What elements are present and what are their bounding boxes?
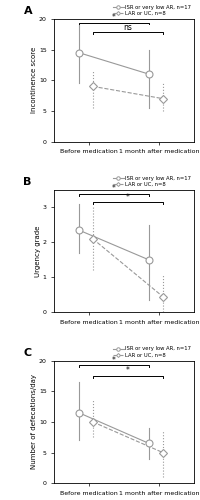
Y-axis label: Urgency grade: Urgency grade	[35, 226, 41, 276]
Text: *: *	[112, 356, 116, 365]
Y-axis label: Number of defecations/day: Number of defecations/day	[31, 374, 37, 470]
Legend: ISR or very low AR, n=17, LAR or UC, n=8: ISR or very low AR, n=17, LAR or UC, n=8	[113, 4, 192, 16]
Text: ns: ns	[123, 23, 132, 32]
Text: *: *	[112, 13, 116, 22]
Legend: ISR or very low AR, n=17, LAR or UC, n=8: ISR or very low AR, n=17, LAR or UC, n=8	[113, 346, 192, 358]
Text: A: A	[23, 6, 32, 16]
Text: *: *	[112, 184, 116, 194]
Legend: ISR or very low AR, n=17, LAR or UC, n=8: ISR or very low AR, n=17, LAR or UC, n=8	[113, 175, 192, 187]
Text: *: *	[126, 192, 130, 202]
Text: B: B	[23, 178, 32, 188]
Text: *: *	[126, 366, 130, 376]
Text: C: C	[23, 348, 32, 358]
Y-axis label: Incontinence score: Incontinence score	[31, 47, 37, 114]
